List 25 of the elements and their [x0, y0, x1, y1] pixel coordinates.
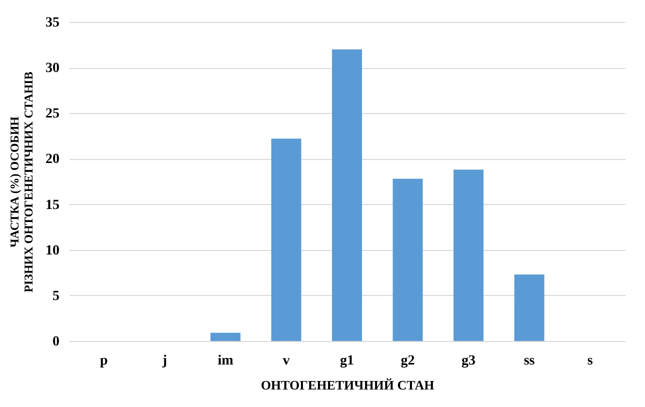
x-tick-label: ss	[524, 354, 536, 368]
x-tick-label: s	[587, 354, 594, 368]
y-tick-label: 20	[46, 152, 60, 168]
x-tick-label: g3	[462, 354, 476, 368]
bar	[392, 178, 423, 341]
x-tick-label: im	[218, 354, 234, 368]
x-tick-label: v	[282, 354, 290, 368]
x-tick-label: j	[161, 354, 168, 368]
bar	[514, 274, 544, 341]
y-tick-label: 15	[46, 198, 60, 213]
bar	[454, 170, 484, 341]
bar	[332, 49, 362, 341]
y-axis-title: ЧАСТКА (%) ОСОБИН РІЗНИХ ОНТОГЕНЕТИЧНИХ СТАНІВ	[8, 72, 36, 292]
y-tick-label: 35	[46, 16, 60, 30]
bar	[271, 138, 302, 341]
y-tick-label: 10	[46, 243, 60, 258]
y-tick-label: 25	[46, 106, 60, 122]
x-tick-label: p	[100, 354, 108, 368]
y-tick-label: 30	[46, 61, 60, 76]
bar	[210, 332, 240, 341]
x-tick-label: g2	[400, 354, 415, 368]
x-axis-title: ОНТОГЕНЕТИЧНИЙ СТАН	[260, 378, 434, 392]
y-tick-label: 5	[52, 288, 60, 304]
x-tick-label: g1	[340, 354, 354, 368]
y-tick-label: 0	[52, 334, 60, 350]
